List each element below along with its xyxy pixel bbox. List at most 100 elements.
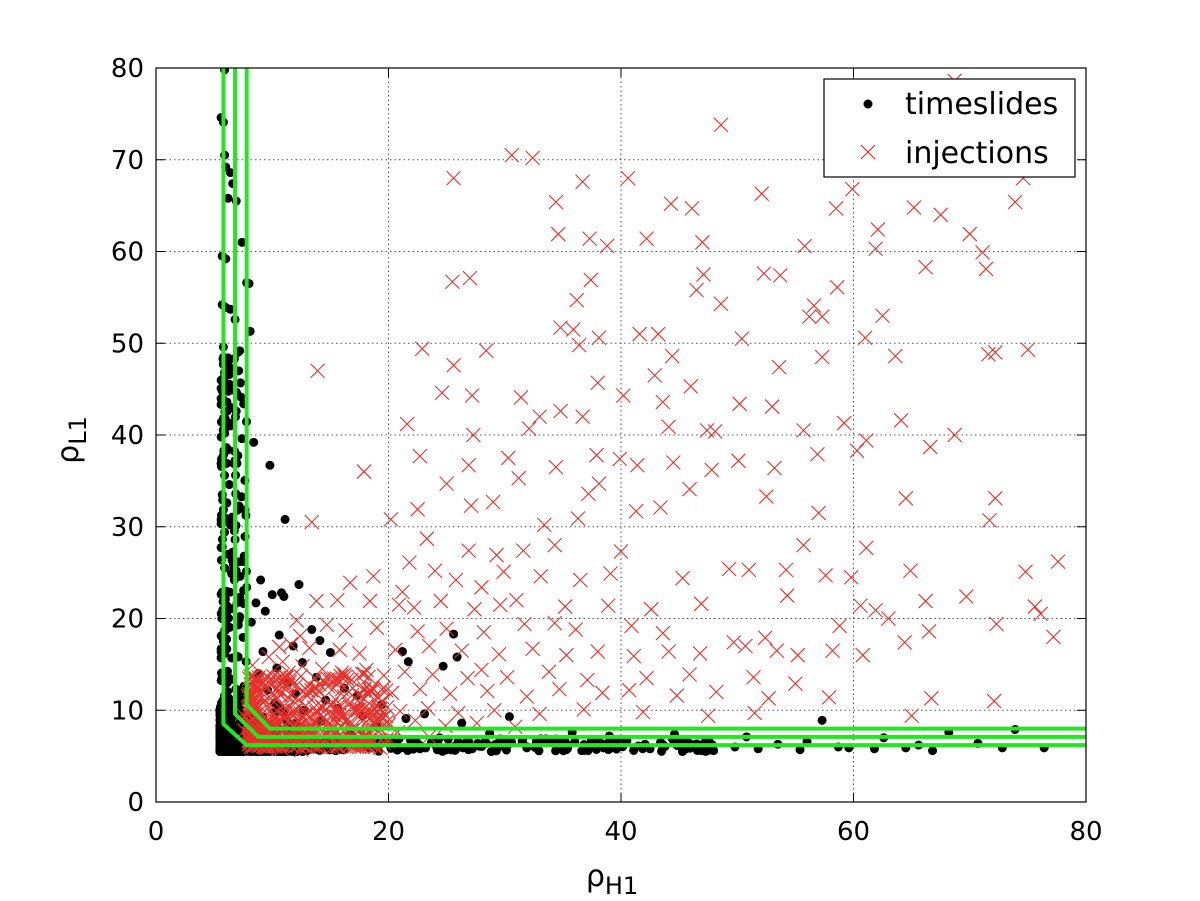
injection-point (576, 701, 592, 717)
injection-point (306, 700, 322, 715)
injection-point (356, 683, 372, 699)
injection-point (410, 501, 425, 517)
injection-point (525, 150, 541, 166)
injection-point (857, 330, 873, 346)
injection-point (298, 681, 314, 697)
injection-point (439, 621, 455, 636)
injection-point (359, 662, 374, 678)
injection-point (858, 540, 874, 556)
injection-point (821, 690, 837, 705)
threshold-contour-line (233, 68, 1086, 739)
timeslide-point (457, 718, 467, 728)
injection-point (460, 670, 475, 686)
injection-point (289, 612, 305, 628)
timeslide-point (237, 237, 247, 247)
timeslide-point (249, 437, 259, 447)
legend-marker-injections (860, 144, 876, 160)
timeslide-point (256, 575, 266, 585)
injection-point (276, 711, 292, 726)
injection-point (310, 710, 325, 725)
timeslide-point (817, 715, 827, 725)
injection-point (391, 597, 407, 613)
injection-point (571, 337, 587, 353)
timeslide-point (795, 745, 805, 755)
timeslide-point (440, 745, 450, 755)
injection-point (732, 396, 747, 412)
injection-point (790, 647, 806, 663)
legend-label-injections: injections (905, 136, 1049, 171)
injection-point (612, 451, 628, 467)
timeslide-point (224, 480, 234, 490)
injection-point (582, 231, 598, 247)
injection-point (761, 690, 777, 706)
injection-point (258, 721, 274, 737)
injection-point (266, 687, 282, 703)
injection-point (620, 170, 636, 186)
x-axis-label-base: ρ (586, 859, 605, 894)
injection-point (425, 667, 441, 682)
timeslide-point (224, 716, 234, 726)
injection-point (757, 630, 773, 646)
x-axis-label: ρH1 (586, 859, 638, 900)
injection-point (1018, 564, 1033, 580)
injection-point (342, 575, 358, 591)
injection-point (665, 455, 681, 470)
injection-point (532, 409, 548, 425)
timeslide-point (267, 590, 277, 600)
injection-point (515, 543, 531, 558)
injection-point (595, 685, 610, 701)
y-tick-label: 40 (111, 421, 144, 451)
injection-point (553, 403, 568, 419)
injection-point (978, 261, 994, 277)
y-axis-label-sub: L1 (64, 416, 92, 445)
injection-point (511, 470, 527, 486)
injection-point (844, 181, 860, 197)
injection-point (836, 415, 852, 431)
injection-point (579, 672, 595, 688)
injection-point (832, 618, 847, 634)
injection-point (570, 511, 586, 526)
injection-point (302, 640, 317, 656)
injection-point (362, 593, 378, 609)
threshold-contour-line (244, 68, 1086, 731)
injection-point (828, 200, 844, 216)
injection-point (962, 226, 978, 242)
timeslide-point (216, 738, 226, 748)
injection-point (621, 682, 637, 698)
injection-point (975, 245, 990, 260)
injection-point (669, 688, 685, 703)
injection-point (769, 643, 785, 659)
injection-point (569, 292, 585, 308)
injection-point (721, 561, 737, 577)
timeslide-point (432, 745, 442, 755)
timeslide-point (225, 304, 235, 314)
injection-point (650, 326, 666, 342)
injection-point (446, 170, 461, 186)
injection-point (741, 562, 757, 578)
timeslide-point (225, 168, 235, 178)
injection-point (661, 644, 677, 659)
injection-point (548, 459, 564, 475)
timeslide-point (450, 745, 460, 755)
injection-point (933, 207, 949, 223)
injection-point (521, 421, 537, 436)
injection-point (853, 598, 868, 614)
injection-point (412, 448, 428, 464)
injection-point (855, 647, 871, 663)
injection-point (726, 634, 742, 650)
timeslide-point (251, 598, 261, 608)
injection-point (629, 457, 645, 473)
timeslide-point (307, 625, 317, 635)
timeslide-point (226, 741, 236, 751)
injection-point (450, 705, 466, 721)
y-axis-label-base: ρ (51, 445, 86, 464)
injection-point (464, 388, 480, 403)
injection-point (370, 699, 386, 714)
injection-point (989, 616, 1004, 632)
injection-point (811, 505, 827, 521)
timeslide-point (246, 617, 256, 627)
injection-point (338, 623, 353, 638)
injection-point (492, 597, 508, 613)
injection-point (615, 388, 631, 403)
injection-point (684, 200, 700, 216)
